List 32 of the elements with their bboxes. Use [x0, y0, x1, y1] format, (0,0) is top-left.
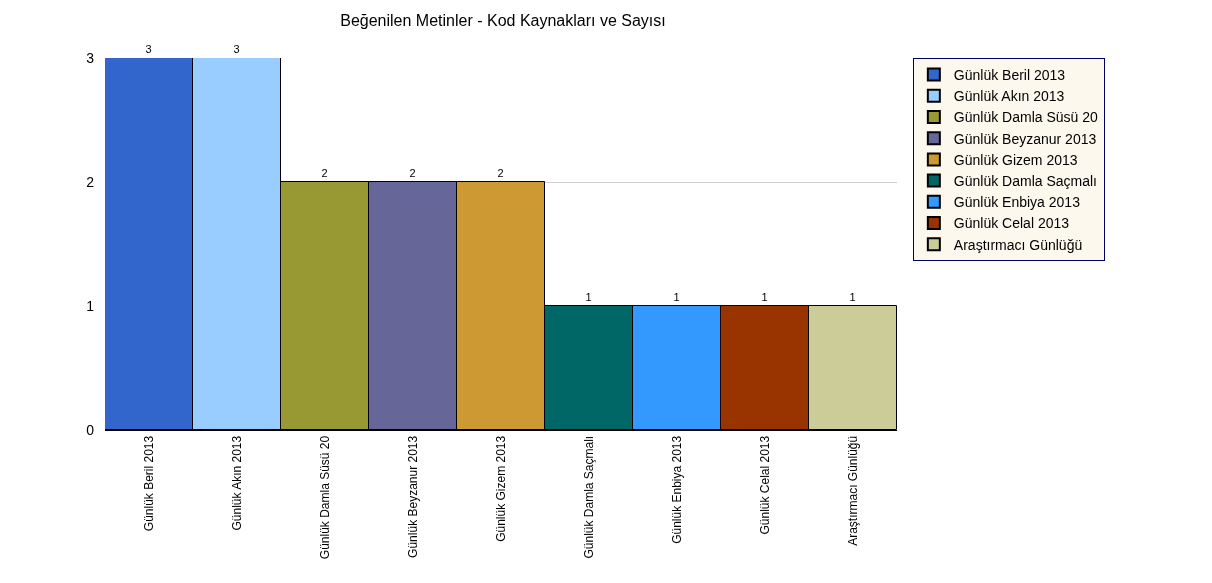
legend-label: Günlük Enbiya 2013 [953, 194, 1081, 211]
y-tick-label: 3 [86, 49, 95, 66]
legend-label: Günlük Damla Süsü 20 [953, 109, 1099, 126]
x-tick-label: Günlük Celal 2013 [757, 435, 772, 535]
data-label: 2 [497, 166, 504, 179]
data-label: 1 [673, 290, 680, 303]
x-tick-label: Günlük Damla Süsü 20 [317, 435, 332, 560]
data-label: 3 [233, 42, 240, 55]
y-tick-label: 2 [86, 173, 95, 190]
y-tick-label: 1 [86, 297, 95, 314]
legend-label: Günlük Beril 2013 [953, 67, 1066, 84]
data-label: 1 [849, 290, 856, 303]
x-tick-label: Günlük Damla Saçmalı [581, 435, 596, 559]
x-tick-label: Günlük Enbiya 2013 [669, 435, 684, 544]
y-tick-label: 0 [86, 421, 95, 438]
x-tick-label: Günlük Beyzanur 2013 [405, 435, 420, 558]
data-label: 1 [761, 290, 768, 303]
legend-label: Araştırmacı Günlüğü [953, 236, 1083, 253]
legend-label: Günlük Beyzanur 2013 [953, 130, 1097, 147]
legend-label: Günlük Gizem 2013 [953, 151, 1078, 168]
data-label: 2 [409, 166, 416, 179]
x-tick-label: Araştırmacı Günlüğü [845, 435, 860, 546]
legend-label: Günlük Celal 2013 [953, 215, 1070, 232]
data-label: 2 [321, 166, 328, 179]
legend-label: Günlük Akın 2013 [953, 88, 1065, 105]
data-label: 1 [585, 290, 592, 303]
data-label: 3 [145, 42, 152, 55]
legend-label: Günlük Damla Saçmalı [953, 173, 1098, 190]
chart-title: Beğenilen Metinler - Kod Kaynakları ve Sayısı [340, 11, 666, 29]
x-tick-label: Günlük Akın 2013 [229, 435, 244, 531]
x-tick-label: Günlük Beril 2013 [141, 435, 156, 532]
x-tick-label: Günlük Gizem 2013 [493, 435, 508, 542]
